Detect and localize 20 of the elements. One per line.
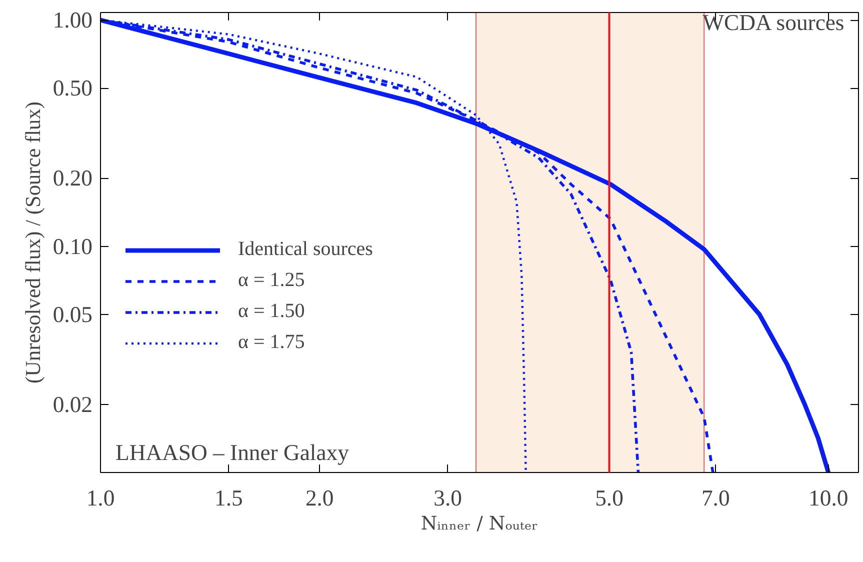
x-tick-label: 3.0 — [434, 486, 462, 510]
y-tick-label: 0.05 — [52, 302, 93, 327]
x-tick-label: 5.0 — [595, 486, 624, 510]
x-tick-label: 2.0 — [305, 486, 334, 510]
y-tick-label: 0.50 — [52, 76, 93, 101]
legend-label: α = 1.75 — [238, 331, 305, 354]
annotation: LHAASO – Inner Galaxy — [116, 440, 350, 465]
x-tick-label: 10.0 — [808, 486, 848, 510]
x-axis-title: Nᵢₙₙₑᵣ / Nₒᵤₜₑᵣ — [420, 514, 538, 534]
legend-label: α = 1.25 — [238, 269, 305, 292]
y-tick-label: 0.20 — [52, 166, 93, 191]
x-tick-label: 7.0 — [701, 486, 730, 510]
y-tick-label: 0.02 — [52, 392, 93, 417]
y-tick-label: 0.10 — [52, 234, 93, 259]
y-axis-title: (Unresolved flux) / (Source flux) — [20, 102, 45, 384]
y-tick-label: 1.00 — [52, 8, 93, 33]
legend-label: Identical sources — [238, 238, 373, 261]
x-tick-label: 1.0 — [86, 486, 115, 510]
x-tick-label: 1.5 — [214, 486, 243, 510]
legend-label: α = 1.50 — [238, 300, 305, 323]
